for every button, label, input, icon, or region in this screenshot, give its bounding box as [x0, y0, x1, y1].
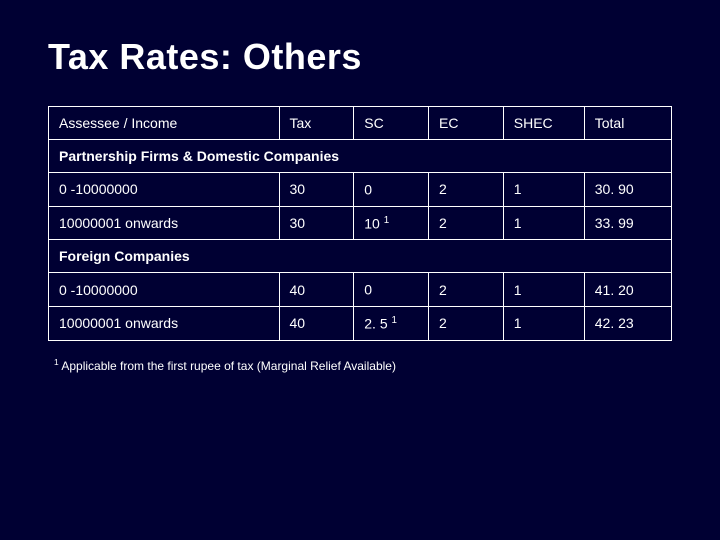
- cell-ec: 2: [429, 173, 504, 207]
- table-row: 0 -10000000 30 0 2 1 30. 90: [49, 173, 672, 207]
- cell-label: 0 -10000000: [49, 173, 280, 207]
- col-shec: SHEC: [503, 107, 584, 140]
- cell-tax: 30: [279, 173, 354, 207]
- slide-title: Tax Rates: Others: [48, 36, 672, 78]
- cell-ec: 2: [429, 273, 504, 307]
- cell-total: 30. 90: [584, 173, 671, 207]
- table-header-row: Assessee / Income Tax SC EC SHEC Total: [49, 107, 672, 140]
- cell-label: 10000001 onwards: [49, 306, 280, 340]
- footnote-text: Applicable from the first rupee of tax (…: [59, 359, 396, 373]
- cell-total: 33. 99: [584, 206, 671, 240]
- cell-shec: 1: [503, 273, 584, 307]
- col-ec: EC: [429, 107, 504, 140]
- table-row: 10000001 onwards 30 10 1 2 1 33. 99: [49, 206, 672, 240]
- cell-shec: 1: [503, 206, 584, 240]
- cell-sc: 2. 5 1: [354, 306, 429, 340]
- cell-ec: 2: [429, 206, 504, 240]
- cell-sc: 0: [354, 173, 429, 207]
- section-heading-row: Partnership Firms & Domestic Companies: [49, 140, 672, 173]
- table-row: 10000001 onwards 40 2. 5 1 2 1 42. 23: [49, 306, 672, 340]
- cell-shec: 1: [503, 173, 584, 207]
- section-heading: Foreign Companies: [49, 240, 672, 273]
- cell-shec: 1: [503, 306, 584, 340]
- cell-sc: 10 1: [354, 206, 429, 240]
- cell-tax: 40: [279, 306, 354, 340]
- cell-sc: 0: [354, 273, 429, 307]
- cell-label: 10000001 onwards: [49, 206, 280, 240]
- footnote: 1 Applicable from the first rupee of tax…: [48, 357, 672, 373]
- col-tax: Tax: [279, 107, 354, 140]
- section-heading-row: Foreign Companies: [49, 240, 672, 273]
- cell-tax: 30: [279, 206, 354, 240]
- col-total: Total: [584, 107, 671, 140]
- col-sc: SC: [354, 107, 429, 140]
- cell-label: 0 -10000000: [49, 273, 280, 307]
- cell-ec: 2: [429, 306, 504, 340]
- section-heading: Partnership Firms & Domestic Companies: [49, 140, 672, 173]
- tax-table: Assessee / Income Tax SC EC SHEC Total P…: [48, 106, 672, 341]
- col-assessee: Assessee / Income: [49, 107, 280, 140]
- cell-tax: 40: [279, 273, 354, 307]
- cell-total: 42. 23: [584, 306, 671, 340]
- cell-total: 41. 20: [584, 273, 671, 307]
- table-row: 0 -10000000 40 0 2 1 41. 20: [49, 273, 672, 307]
